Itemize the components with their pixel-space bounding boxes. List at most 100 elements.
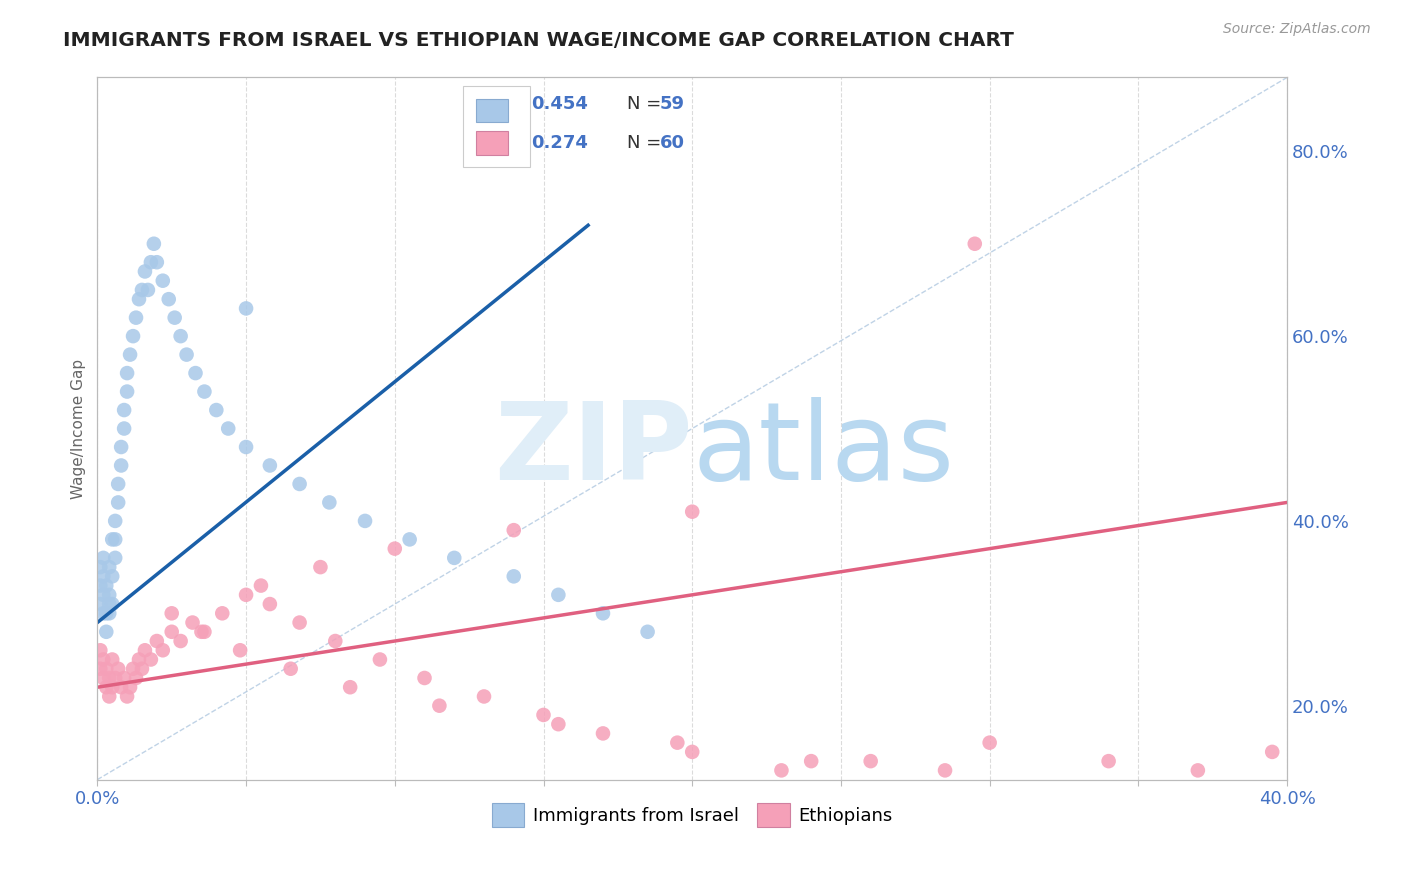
Point bbox=[98, 588, 121, 602]
Point bbox=[98, 597, 121, 611]
Point bbox=[136, 283, 159, 297]
Point bbox=[547, 717, 569, 731]
Point bbox=[89, 662, 111, 676]
Point bbox=[413, 671, 436, 685]
Point bbox=[128, 292, 150, 306]
Point bbox=[98, 607, 121, 621]
Point bbox=[502, 523, 524, 537]
Text: ZIP: ZIP bbox=[494, 397, 692, 502]
Text: R =: R = bbox=[496, 95, 534, 113]
Point bbox=[91, 569, 114, 583]
Point bbox=[115, 690, 138, 704]
Point bbox=[101, 569, 124, 583]
Point bbox=[235, 301, 257, 316]
Point bbox=[472, 690, 495, 704]
Point bbox=[101, 533, 124, 547]
Point bbox=[963, 236, 986, 251]
Point bbox=[429, 698, 451, 713]
Point bbox=[112, 403, 135, 417]
Point bbox=[96, 578, 118, 592]
Point bbox=[89, 597, 111, 611]
Text: 0.454: 0.454 bbox=[531, 95, 589, 113]
Legend: Immigrants from Israel, Ethiopians: Immigrants from Israel, Ethiopians bbox=[484, 797, 900, 834]
Point bbox=[91, 607, 114, 621]
Text: Source: ZipAtlas.com: Source: ZipAtlas.com bbox=[1223, 22, 1371, 37]
Point bbox=[681, 745, 703, 759]
Point bbox=[666, 736, 689, 750]
Point bbox=[184, 366, 207, 380]
Point bbox=[502, 569, 524, 583]
Point bbox=[217, 421, 239, 435]
Point bbox=[131, 283, 153, 297]
Point bbox=[368, 652, 391, 666]
Point bbox=[193, 624, 215, 639]
Point bbox=[146, 255, 169, 269]
Point bbox=[235, 588, 257, 602]
Point bbox=[205, 403, 228, 417]
Point bbox=[107, 477, 129, 491]
Point bbox=[235, 440, 257, 454]
Point bbox=[339, 680, 361, 694]
Point bbox=[91, 671, 114, 685]
Text: 59: 59 bbox=[659, 95, 685, 113]
Point bbox=[110, 440, 132, 454]
Point bbox=[131, 662, 153, 676]
Point bbox=[592, 726, 614, 740]
Point bbox=[157, 292, 180, 306]
Point bbox=[592, 607, 614, 621]
Point bbox=[112, 421, 135, 435]
Point bbox=[1261, 745, 1284, 759]
Point bbox=[398, 533, 420, 547]
Point bbox=[193, 384, 215, 399]
Text: IMMIGRANTS FROM ISRAEL VS ETHIOPIAN WAGE/INCOME GAP CORRELATION CHART: IMMIGRANTS FROM ISRAEL VS ETHIOPIAN WAGE… bbox=[63, 31, 1014, 50]
Point bbox=[96, 624, 118, 639]
Text: 60: 60 bbox=[659, 134, 685, 152]
Point bbox=[1187, 764, 1209, 778]
Point bbox=[91, 588, 114, 602]
Point bbox=[859, 754, 882, 768]
Point bbox=[107, 662, 129, 676]
Point bbox=[115, 384, 138, 399]
Point bbox=[979, 736, 1001, 750]
Point bbox=[280, 662, 302, 676]
Point bbox=[96, 680, 118, 694]
Point bbox=[139, 652, 162, 666]
Point bbox=[288, 615, 311, 630]
Point bbox=[318, 495, 340, 509]
Point bbox=[128, 652, 150, 666]
Point bbox=[152, 274, 174, 288]
Point bbox=[96, 662, 118, 676]
Point bbox=[125, 671, 148, 685]
Point bbox=[104, 671, 127, 685]
Point bbox=[160, 607, 183, 621]
Point bbox=[98, 671, 121, 685]
Point bbox=[681, 505, 703, 519]
Point bbox=[120, 680, 142, 694]
Point bbox=[101, 597, 124, 611]
Point bbox=[96, 607, 118, 621]
Point bbox=[115, 366, 138, 380]
Point bbox=[160, 624, 183, 639]
Text: atlas: atlas bbox=[692, 397, 955, 502]
Point bbox=[309, 560, 332, 574]
Point bbox=[146, 634, 169, 648]
Point bbox=[107, 495, 129, 509]
Point bbox=[181, 615, 204, 630]
Point bbox=[211, 607, 233, 621]
Point bbox=[259, 597, 281, 611]
Point bbox=[98, 560, 121, 574]
Y-axis label: Wage/Income Gap: Wage/Income Gap bbox=[72, 359, 86, 499]
Point bbox=[101, 652, 124, 666]
Point bbox=[110, 680, 132, 694]
Point bbox=[139, 255, 162, 269]
Point bbox=[104, 533, 127, 547]
Point bbox=[800, 754, 823, 768]
Point bbox=[533, 708, 555, 723]
Point bbox=[134, 264, 156, 278]
Point bbox=[169, 634, 191, 648]
Point bbox=[288, 477, 311, 491]
Point bbox=[98, 690, 121, 704]
Point bbox=[104, 514, 127, 528]
Point bbox=[152, 643, 174, 657]
Point bbox=[104, 550, 127, 565]
